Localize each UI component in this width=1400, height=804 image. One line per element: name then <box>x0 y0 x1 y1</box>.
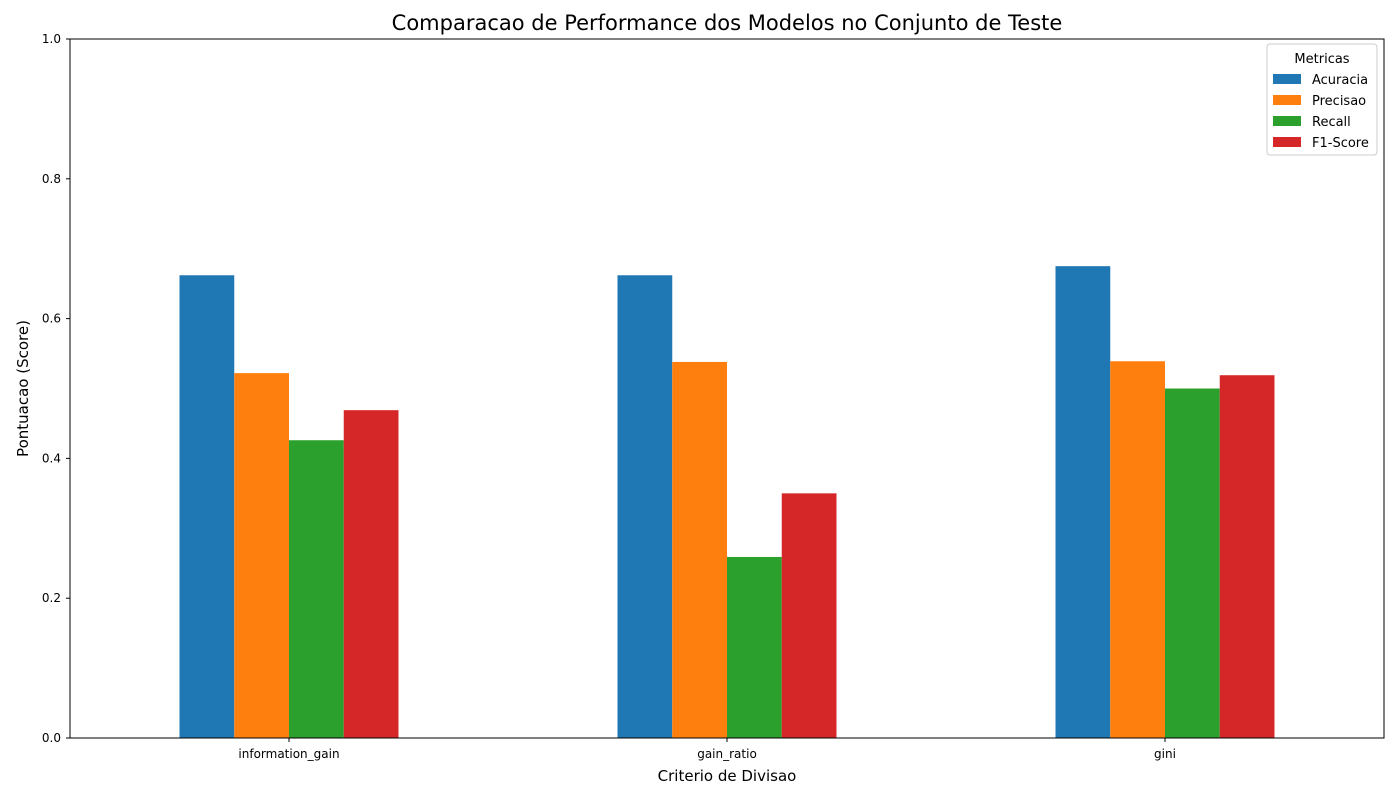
y-tick-label: 0.2 <box>42 591 61 605</box>
bar-gain-ratio-acuracia <box>617 275 673 738</box>
y-axis: 0.0 0.2 0.4 0.6 0.8 1.0 <box>42 32 70 745</box>
bar-gini-precisao <box>1110 361 1165 738</box>
legend-swatch-recall <box>1273 116 1301 126</box>
x-tick-label: information_gain <box>238 747 339 761</box>
y-tick-label: 1.0 <box>42 32 61 46</box>
bar-gain-ratio-f1-score <box>781 493 837 738</box>
legend-title: Metricas <box>1294 52 1349 67</box>
legend-frame <box>1266 43 1378 156</box>
legend-swatch-f1-score <box>1273 137 1301 147</box>
bars-layer <box>179 266 1275 738</box>
legend-swatch-acuracia <box>1273 74 1301 84</box>
x-axis: information_gain gain_ratio gini <box>238 738 1176 761</box>
y-tick-label: 0.8 <box>42 172 61 186</box>
legend-label-precisao: Precisao <box>1312 94 1366 109</box>
x-tick-label: gini <box>1154 747 1176 761</box>
legend: Metricas Acuracia Precisao Recall F1-Score <box>1266 43 1378 156</box>
legend-items: Acuracia Precisao Recall F1-Score <box>1273 73 1369 151</box>
bar-information-gain-f1-score <box>343 410 399 738</box>
y-tick-label: 0.0 <box>42 731 61 745</box>
legend-swatch-precisao <box>1273 95 1301 105</box>
bar-gini-f1-score <box>1219 375 1275 738</box>
bar-gini-recall <box>1165 388 1220 738</box>
x-tick-label: gain_ratio <box>697 747 757 761</box>
y-tick-label: 0.4 <box>42 451 61 465</box>
bar-information-gain-precisao <box>234 373 289 738</box>
legend-label-recall: Recall <box>1312 115 1351 130</box>
bar-gain-ratio-precisao <box>672 361 727 738</box>
chart-title: Comparacao de Performance dos Modelos no… <box>392 11 1063 35</box>
y-axis-label: Pontuacao (Score) <box>14 320 32 457</box>
bar-gain-ratio-recall <box>727 556 782 738</box>
bar-gini-acuracia <box>1055 266 1111 738</box>
legend-label-f1-score: F1-Score <box>1312 136 1369 151</box>
y-tick-label: 0.6 <box>42 312 61 326</box>
x-axis-label: Criterio de Divisao <box>658 767 797 785</box>
bar-information-gain-acuracia <box>179 275 235 738</box>
legend-label-acuracia: Acuracia <box>1312 73 1368 88</box>
bar-information-gain-recall <box>289 440 344 738</box>
